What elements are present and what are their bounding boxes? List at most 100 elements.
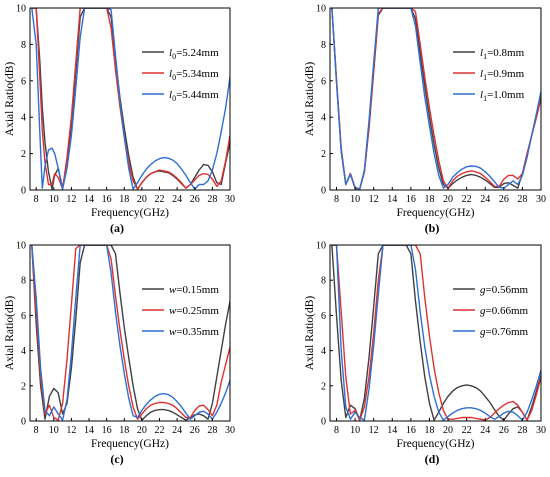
x-tick-label: 22 <box>155 425 165 436</box>
x-tick-label: 20 <box>443 194 453 205</box>
x-axis-label: Frequency(GHz) <box>91 207 169 219</box>
x-tick-label: 30 <box>225 425 235 436</box>
y-axis-label: Axial Ratio(dB) <box>4 296 16 371</box>
legend-entry-1: g=0.56mm <box>480 284 529 296</box>
x-tick-label: 20 <box>137 425 147 436</box>
x-axis-label: Frequency(GHz) <box>91 438 169 450</box>
panel-2: 8 10 12 14 16 18 20 22 24 26 28 300246810Frequency(… <box>304 4 546 236</box>
y-tick-label: 0 <box>21 186 26 197</box>
y-tick-label: 4 <box>321 346 326 357</box>
y-tick-label: 2 <box>21 149 26 160</box>
legend-entry-2: l1=0.9mm <box>480 68 525 82</box>
y-axis-label: Axial Ratio(dB) <box>304 62 316 137</box>
y-tick-label: 10 <box>316 241 326 252</box>
legend-entry-3: w=0.35mm <box>169 326 219 338</box>
x-axis-label: Frequency(GHz) <box>397 207 475 219</box>
series-lines <box>331 245 541 421</box>
y-tick-label: 6 <box>21 311 26 322</box>
x-tick-label: 16 <box>102 194 112 205</box>
x-axis-label: Frequency(GHz) <box>397 438 475 450</box>
y-tick-label: 2 <box>321 381 326 392</box>
x-tick-label: 24 <box>172 194 182 205</box>
y-tick-label: 6 <box>321 311 326 322</box>
x-tick-label: 28 <box>517 425 527 436</box>
y-tick-label: 4 <box>21 113 26 124</box>
series-lines <box>31 8 230 190</box>
x-tick-label: 14 <box>387 425 397 436</box>
panel-label: (d) <box>425 452 440 466</box>
x-tick-label: 22 <box>462 425 472 436</box>
y-tick-label: 8 <box>321 40 326 51</box>
x-tick-label: 26 <box>190 194 200 205</box>
y-tick-label: 8 <box>321 276 326 287</box>
legend-entry-2: l0=5.34mm <box>169 68 219 82</box>
x-tick-label: 26 <box>499 425 509 436</box>
panel-1: 8 10 12 14 16 18 20 22 24 26 28 300246810Frequency(… <box>4 4 235 236</box>
panel-3: 8 10 12 14 16 18 20 22 24 26 28 300246810Frequency(… <box>4 241 235 467</box>
x-tick-label: 24 <box>172 425 182 436</box>
series-line-3 <box>31 245 230 421</box>
x-tick-label: 18 <box>424 425 434 436</box>
y-axis-label: Axial Ratio(dB) <box>304 296 316 371</box>
x-tick-label: 14 <box>84 194 94 205</box>
y-tick-label: 4 <box>21 346 26 357</box>
x-tick-label: 18 <box>424 194 434 205</box>
x-tick-label: 20 <box>137 194 147 205</box>
x-tick-label: 10 <box>49 425 59 436</box>
panel-label: (c) <box>110 452 123 466</box>
x-tick-label: 14 <box>387 194 397 205</box>
x-tick-label: 16 <box>406 194 416 205</box>
series-lines <box>331 8 541 190</box>
plot-frame <box>29 7 231 191</box>
plot-frame <box>29 244 231 422</box>
legend-entry-1: l0=5.24mm <box>169 47 219 61</box>
y-tick-label: 2 <box>321 149 326 160</box>
x-tick-label: 24 <box>480 425 490 436</box>
x-tick-label: 10 <box>49 194 59 205</box>
x-tick-label: 22 <box>462 194 472 205</box>
series-line-3 <box>31 8 230 190</box>
y-axis-label: Axial Ratio(dB) <box>4 62 16 137</box>
y-tick-label: 10 <box>16 241 26 252</box>
series-line-2 <box>31 8 230 190</box>
panel-label: (a) <box>110 221 124 235</box>
y-tick-label: 0 <box>321 417 326 428</box>
panel-label: (b) <box>425 221 440 235</box>
series-line-1 <box>31 245 230 421</box>
x-tick-label: 12 <box>66 425 76 436</box>
x-tick-label: 16 <box>406 425 416 436</box>
plot-frame <box>329 7 542 191</box>
legend-entry-3: l1=1.0mm <box>480 89 525 103</box>
x-tick-label: 8 <box>34 425 39 436</box>
x-tick-label: 28 <box>517 194 527 205</box>
legend-entry-3: l0=5.44mm <box>169 89 219 103</box>
x-tick-label: 20 <box>443 425 453 436</box>
legend-entry-2: g=0.66mm <box>480 305 529 317</box>
x-tick-label: 28 <box>207 425 217 436</box>
y-tick-label: 0 <box>21 417 26 428</box>
y-tick-label: 6 <box>321 76 326 87</box>
x-tick-label: 8 <box>334 425 339 436</box>
legend-entry-2: w=0.25mm <box>169 305 219 317</box>
x-tick-label: 12 <box>369 425 379 436</box>
series-line-3 <box>331 245 541 421</box>
x-tick-label: 8 <box>34 194 39 205</box>
y-tick-label: 6 <box>21 76 26 87</box>
x-tick-label: 10 <box>350 194 360 205</box>
x-tick-label: 24 <box>480 194 490 205</box>
y-tick-label: 2 <box>21 381 26 392</box>
x-tick-label: 12 <box>66 194 76 205</box>
x-tick-label: 10 <box>350 425 360 436</box>
y-tick-label: 4 <box>321 113 326 124</box>
y-tick-label: 10 <box>316 4 326 15</box>
series-line-1 <box>31 8 230 190</box>
plot-frame <box>329 244 542 422</box>
x-tick-label: 28 <box>207 194 217 205</box>
y-tick-label: 8 <box>21 40 26 51</box>
legend-entry-1: w=0.15mm <box>169 284 219 296</box>
x-tick-label: 22 <box>155 194 165 205</box>
x-tick-label: 26 <box>499 194 509 205</box>
panel-4: 8 10 12 14 16 18 20 22 24 26 28 300246810Frequency(… <box>304 241 546 467</box>
y-tick-label: 0 <box>321 186 326 197</box>
x-tick-label: 26 <box>190 425 200 436</box>
